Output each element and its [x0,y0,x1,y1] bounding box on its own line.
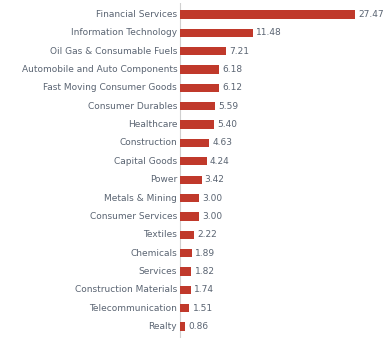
Bar [180,176,202,184]
Bar [180,65,219,74]
Text: 4.24: 4.24 [210,157,230,166]
Text: Information Technology: Information Technology [71,28,177,37]
Bar [180,194,199,202]
Text: Consumer Durables: Consumer Durables [88,102,177,111]
Text: Metals & Mining: Metals & Mining [104,194,177,203]
Text: Construction Materials: Construction Materials [75,285,177,294]
Text: Realty: Realty [149,322,177,331]
Bar [180,102,215,110]
Bar [180,157,207,165]
Text: 5.40: 5.40 [217,120,237,129]
Bar [180,212,199,221]
Bar [180,267,191,276]
Text: 3.42: 3.42 [205,175,225,184]
Text: Capital Goods: Capital Goods [114,157,177,166]
Text: Financial Services: Financial Services [96,10,177,19]
Text: 5.59: 5.59 [218,102,239,111]
Text: Fast Moving Consumer Goods: Fast Moving Consumer Goods [43,83,177,92]
Text: 1.51: 1.51 [192,304,213,313]
Text: Telecommunication: Telecommunication [89,304,177,313]
Text: 27.47: 27.47 [358,10,384,19]
Text: 6.18: 6.18 [222,65,243,74]
Bar [180,84,219,92]
Text: 3.00: 3.00 [202,212,222,221]
Text: Consumer Services: Consumer Services [90,212,177,221]
Text: 1.89: 1.89 [195,249,215,258]
Text: 11.48: 11.48 [256,28,282,37]
Text: Power: Power [150,175,177,184]
Bar [180,249,192,257]
Bar [180,231,194,239]
Text: Textiles: Textiles [143,230,177,239]
Bar [180,323,185,331]
Bar [180,286,191,294]
Bar [180,10,355,18]
Text: 7.21: 7.21 [229,47,249,56]
Text: Healthcare: Healthcare [128,120,177,129]
Text: 1.82: 1.82 [195,267,215,276]
Text: 3.00: 3.00 [202,194,222,203]
Text: 0.86: 0.86 [189,322,209,331]
Text: Automobile and Auto Components: Automobile and Auto Components [22,65,177,74]
Text: Services: Services [139,267,177,276]
Text: 2.22: 2.22 [197,230,217,239]
Text: Chemicals: Chemicals [131,249,177,258]
Bar [180,29,253,37]
Text: 6.12: 6.12 [222,83,242,92]
Bar [180,139,209,147]
Text: Oil Gas & Consumable Fuels: Oil Gas & Consumable Fuels [50,47,177,56]
Bar [180,47,226,55]
Bar [180,304,189,312]
Text: 1.74: 1.74 [194,285,214,294]
Text: Construction: Construction [119,138,177,147]
Text: 4.63: 4.63 [212,138,232,147]
Bar [180,120,214,129]
